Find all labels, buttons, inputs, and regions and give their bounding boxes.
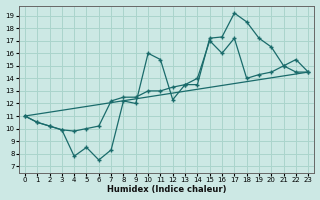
X-axis label: Humidex (Indice chaleur): Humidex (Indice chaleur) — [107, 185, 226, 194]
